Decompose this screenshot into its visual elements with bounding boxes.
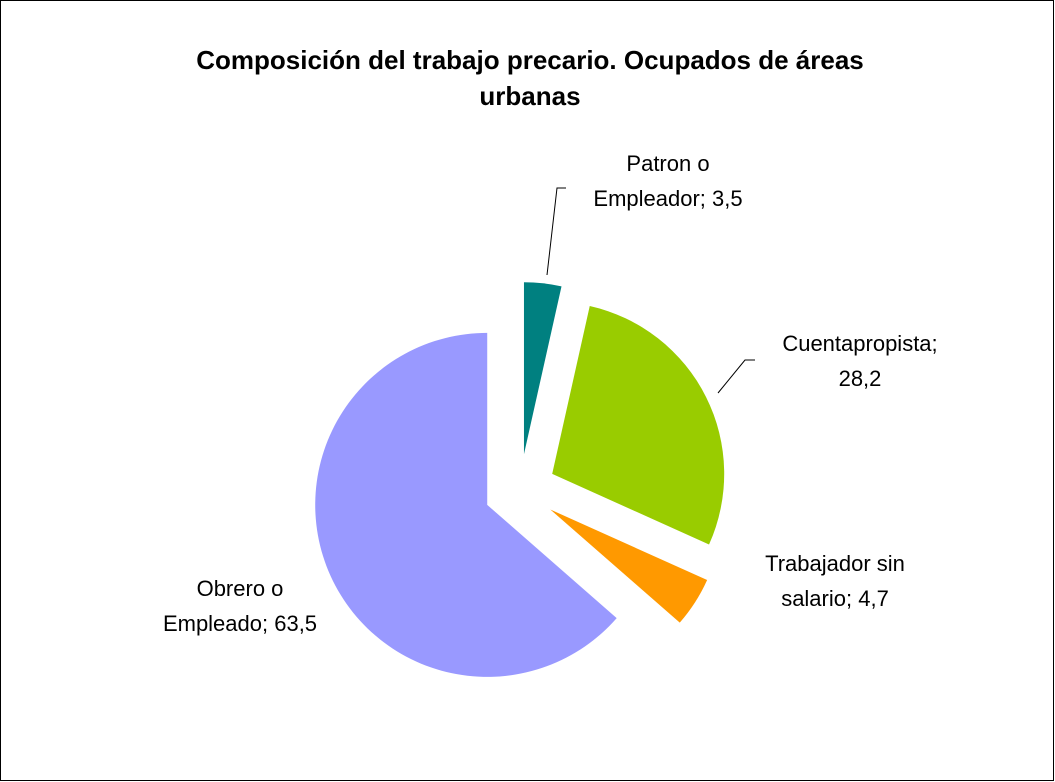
pie-slice: [315, 332, 617, 677]
data-label: Patron o Empleador; 3,5: [593, 151, 742, 211]
leader-line: [546, 187, 566, 276]
pie-slice: [523, 282, 562, 455]
data-label: Obrero o Empleado; 63,5: [163, 576, 317, 636]
pie-slice: [552, 306, 725, 545]
leader-line: [717, 359, 755, 394]
pie-slice: [550, 509, 708, 623]
data-label: Trabajador sin salario; 4,7: [765, 551, 905, 611]
chart-title: Composición del trabajo precario. Ocupad…: [196, 45, 864, 111]
data-label: Cuentapropista; 28,2: [782, 331, 937, 391]
